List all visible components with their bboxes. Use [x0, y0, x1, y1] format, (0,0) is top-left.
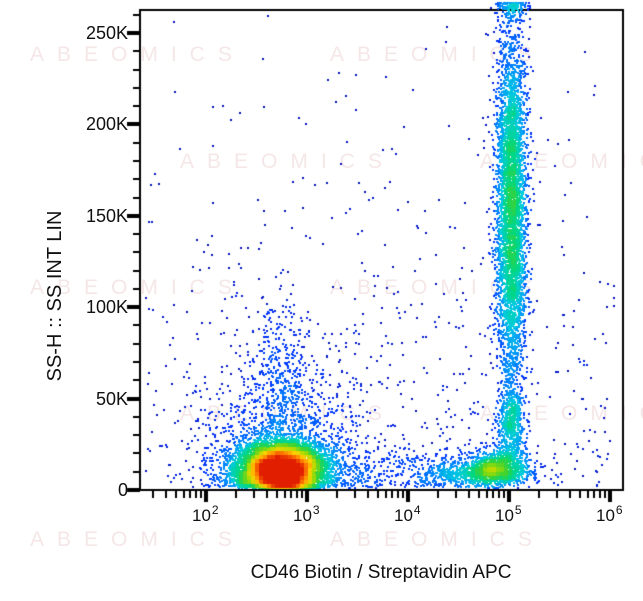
x-tick-label: 106 — [596, 503, 623, 525]
x-tick-label: 102 — [192, 503, 219, 525]
y-tick-label: 150K — [85, 205, 128, 226]
y-tick-label: 0 — [117, 480, 128, 500]
x-tick-label: 105 — [495, 503, 522, 525]
y-tick-label: 50K — [95, 388, 128, 409]
y-tick-label: 250K — [85, 23, 128, 43]
x-tick-label: 104 — [394, 503, 421, 525]
y-tick-label: 100K — [85, 297, 128, 318]
x-axis-title: CD46 Biotin / Streptavidin APC — [250, 562, 512, 583]
x-tick-label: 103 — [293, 503, 320, 525]
y-tick-label: 200K — [85, 114, 128, 135]
